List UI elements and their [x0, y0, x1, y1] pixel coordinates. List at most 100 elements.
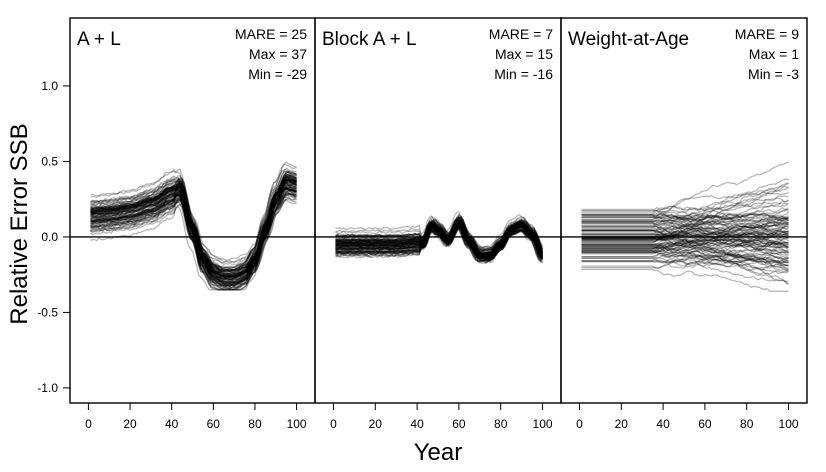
- trajectory-line: [335, 219, 543, 255]
- trajectory-line: [581, 238, 789, 247]
- trajectory-line: [90, 170, 297, 269]
- trajectory-line: [335, 222, 543, 262]
- panel-stat: MARE = 9: [735, 26, 799, 42]
- panel-title: Block A + L: [322, 29, 417, 50]
- trajectory-line: [581, 242, 789, 266]
- trajectory-line: [335, 222, 543, 256]
- trajectory-line: [335, 220, 544, 261]
- panel-stat: Max = 37: [249, 46, 307, 62]
- trajectory-line: [581, 231, 789, 246]
- trajectory-line: [335, 220, 543, 256]
- trajectory-line: [581, 229, 789, 238]
- panel-title: Weight-at-Age: [568, 29, 689, 50]
- trajectory-line: [90, 174, 297, 284]
- trajectory-line: [581, 250, 789, 259]
- trajectory-line: [90, 188, 297, 279]
- trajectory-line: [581, 216, 789, 229]
- trajectory-line: [90, 180, 297, 269]
- trajectory-line: [581, 224, 789, 241]
- trajectory-line: [581, 233, 789, 254]
- trajectory-line: [90, 184, 297, 285]
- trajectory-line: [581, 238, 789, 252]
- trajectory-line: [90, 179, 297, 285]
- panel-title: A + L: [77, 29, 121, 50]
- trajectory-line: [581, 252, 789, 271]
- trajectory-line: [90, 177, 297, 277]
- x-tick-label: 40: [656, 417, 670, 431]
- trajectory-line: [90, 181, 297, 278]
- trajectory-line: [335, 217, 544, 256]
- trajectory-line: [335, 223, 544, 256]
- trajectory-line: [581, 245, 789, 267]
- trajectory-line: [90, 172, 297, 288]
- trajectory-line: [581, 242, 789, 255]
- trajectory-line: [335, 217, 544, 255]
- trajectory-line: [581, 215, 789, 228]
- trajectory-line: [90, 187, 297, 264]
- trajectory-line: [90, 190, 297, 287]
- x-tick-label: 60: [698, 417, 712, 431]
- trajectory-line: [335, 221, 543, 258]
- trajectory-line: [581, 224, 789, 239]
- trajectory-line: [335, 219, 543, 256]
- trajectory-line: [581, 191, 789, 229]
- trajectory-line: [90, 191, 297, 291]
- trajectory-line: [90, 188, 297, 289]
- trajectory-line: [90, 180, 297, 261]
- trajectory-line: [581, 212, 789, 221]
- trajectory-line: [335, 223, 543, 263]
- trajectory-line: [335, 220, 544, 255]
- trajectory-line: [335, 221, 544, 260]
- trajectory-line: [581, 225, 789, 249]
- trajectory-line: [335, 219, 543, 260]
- trajectory-line: [581, 219, 789, 253]
- y-tick-label: 0.0: [41, 230, 58, 244]
- trajectory-line: [335, 226, 543, 259]
- trajectory-line: [90, 199, 297, 291]
- x-tick-label: 80: [494, 417, 508, 431]
- trajectory-line: [90, 178, 297, 272]
- trajectory-line: [335, 219, 543, 256]
- trajectory-line: [581, 216, 789, 252]
- trajectory-line: [581, 229, 789, 264]
- trajectory-line: [335, 221, 543, 257]
- trajectory-line: [90, 179, 297, 275]
- trajectory-line: [335, 218, 544, 257]
- trajectory-line: [335, 215, 544, 257]
- trajectory-line: [90, 179, 298, 287]
- trajectory-line: [335, 213, 543, 249]
- trajectory-line: [90, 177, 297, 280]
- trajectory-line: [581, 260, 789, 285]
- trajectory-line: [581, 235, 789, 247]
- panel-stat: Min = -3: [748, 66, 799, 82]
- trajectory-line: [581, 210, 789, 222]
- trajectory-line: [581, 203, 789, 213]
- trajectory-line: [335, 222, 543, 253]
- trajectory-line: [581, 226, 789, 241]
- trajectory-line: [90, 184, 297, 277]
- trajectory-line: [581, 241, 789, 248]
- trajectory-line: [581, 186, 789, 239]
- trajectory-line: [335, 223, 543, 260]
- trajectory-line: [581, 252, 789, 264]
- trajectory-line: [90, 193, 297, 281]
- trajectory-line: [90, 190, 297, 290]
- trajectory-line: [90, 173, 297, 284]
- trajectory-line: [581, 178, 789, 233]
- trajectory-line: [90, 185, 297, 272]
- trajectory-line: [335, 219, 544, 250]
- panel-1: Block A + L MARE = 7 Max = 15 Min = -16 0 20 4…: [314, 17, 562, 431]
- trajectory-line: [90, 170, 297, 271]
- trajectory-line: [90, 188, 297, 281]
- trajectory-line: [581, 222, 789, 249]
- trajectory-line: [335, 225, 543, 262]
- panel-frame: [560, 17, 808, 404]
- trajectory-line: [581, 214, 789, 249]
- trajectory-line: [90, 174, 297, 286]
- trajectory-line: [335, 226, 544, 262]
- trajectory-line: [90, 178, 297, 281]
- x-tick-label: 20: [615, 417, 629, 431]
- x-tick-label: 60: [207, 417, 221, 431]
- trajectory-line: [581, 250, 789, 276]
- trajectory-line: [581, 257, 789, 269]
